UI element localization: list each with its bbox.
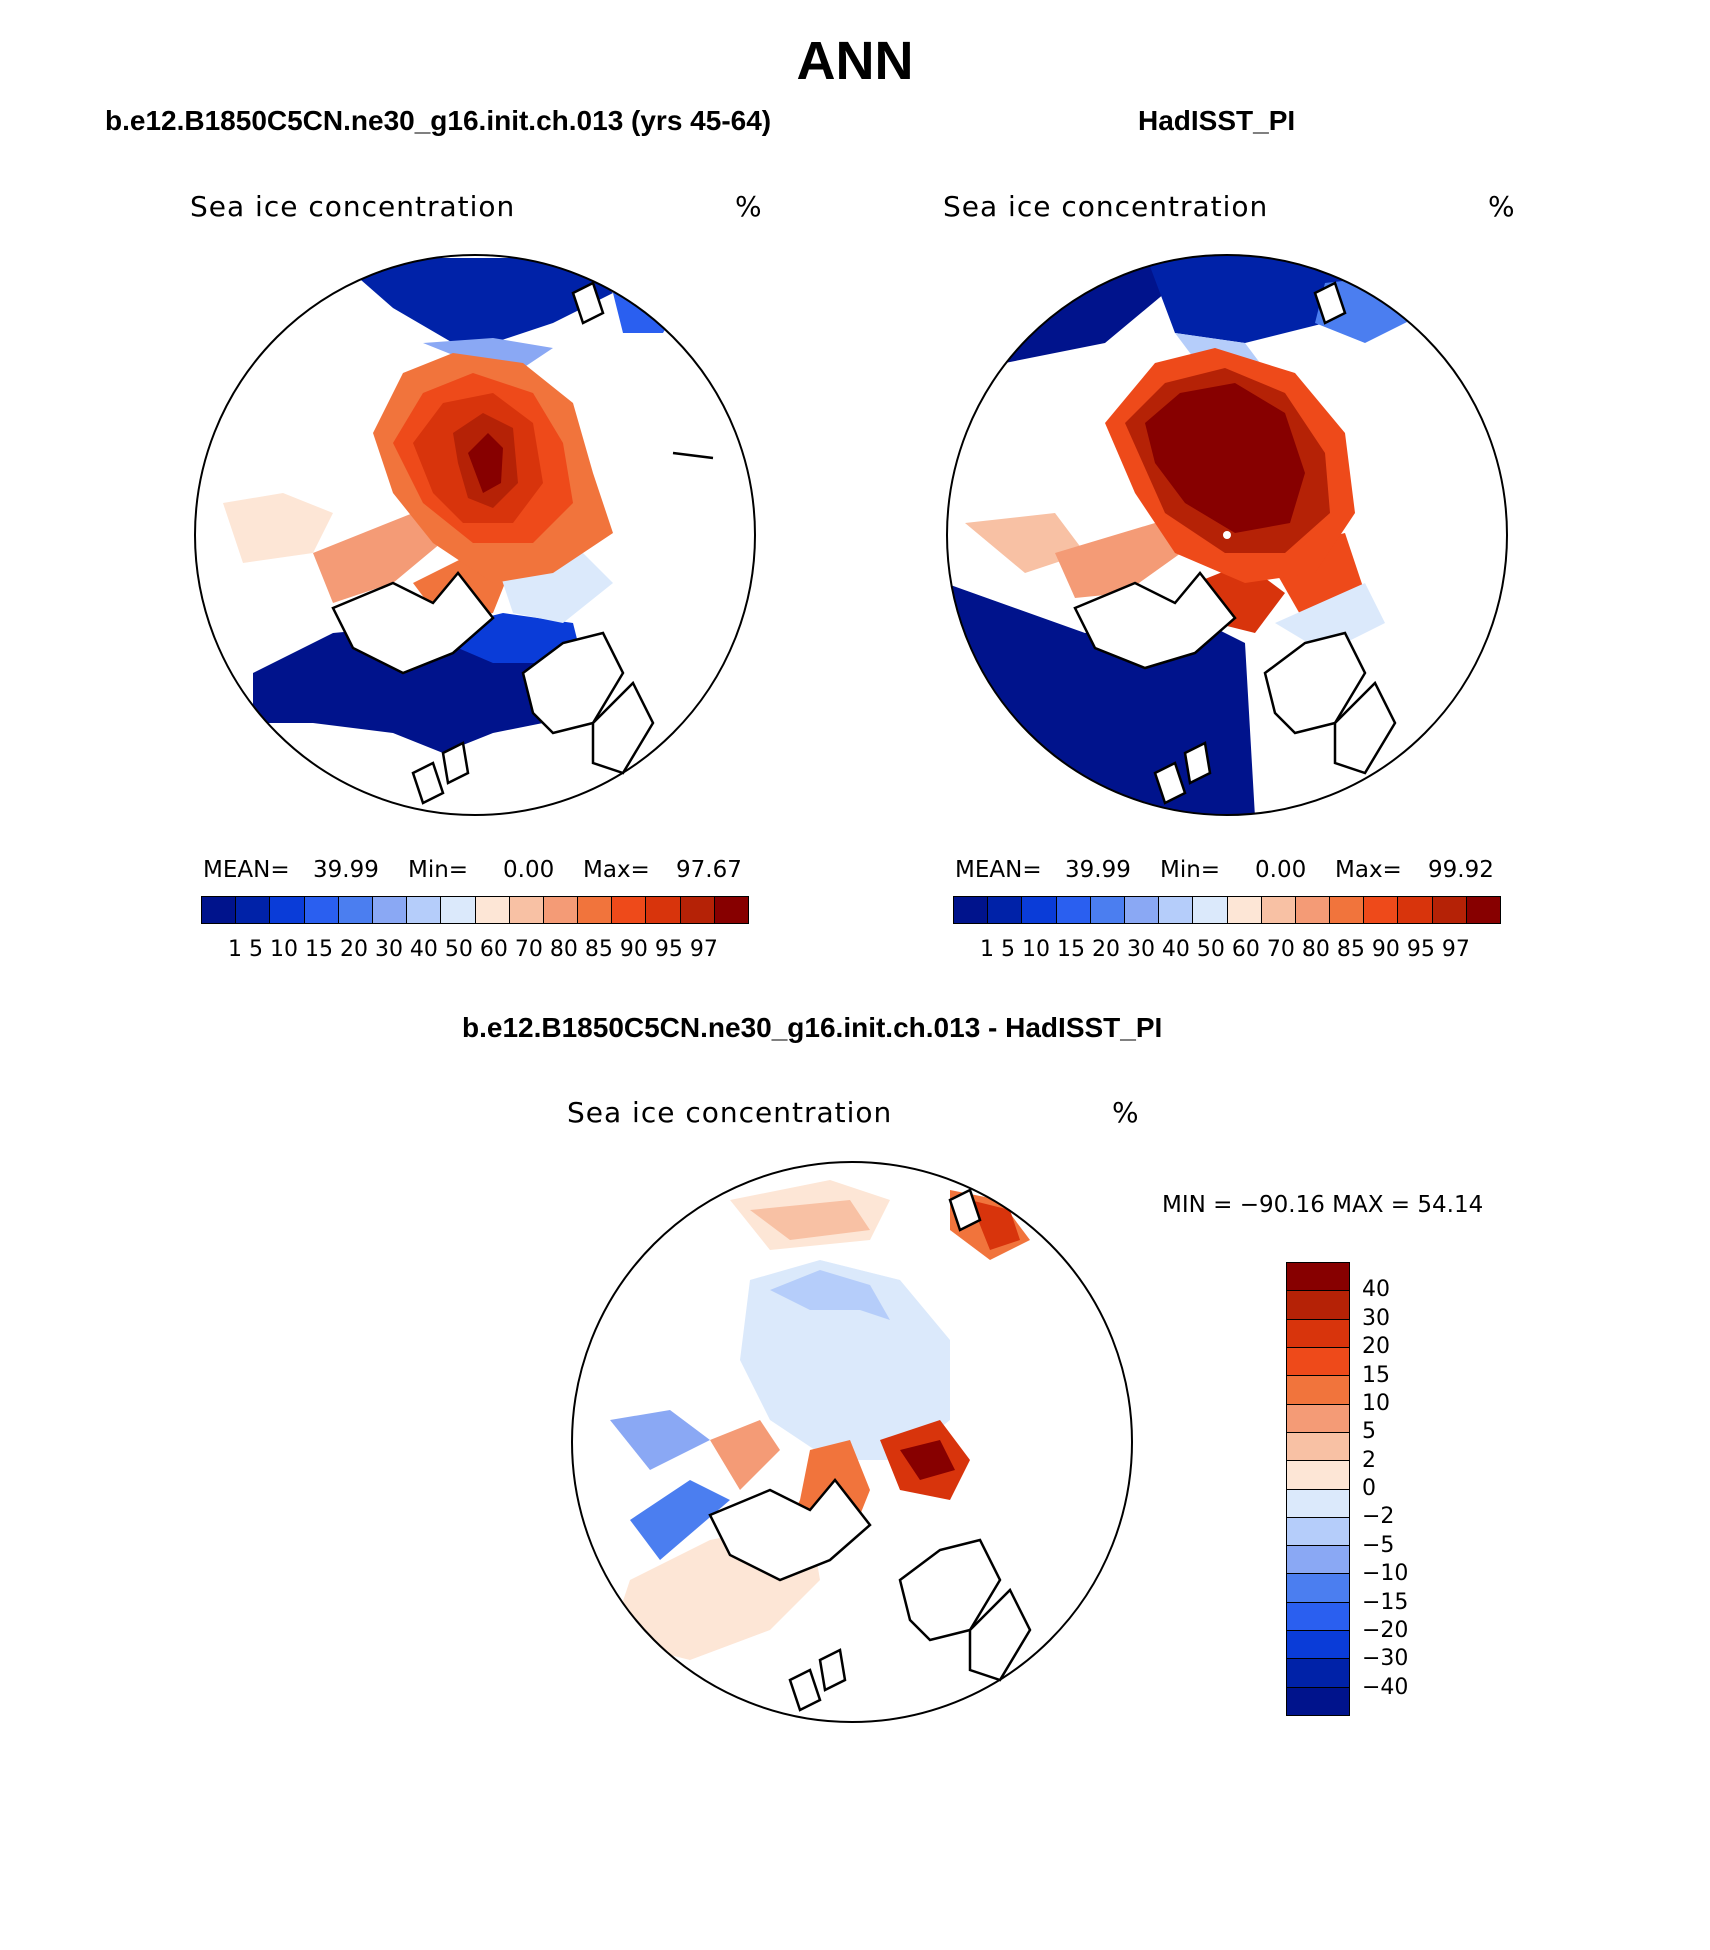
colorbar-swatch: [372, 897, 408, 923]
colorbar-swatch: [714, 897, 748, 923]
colorbar-swatch: [1432, 897, 1467, 923]
panel1-units-label: %: [735, 190, 762, 223]
panel1-colorbar-labels: 1 5 10 15 20 30 40 50 60 70 80 85 90 95 …: [228, 937, 718, 962]
colorbar-swatch: [680, 897, 715, 923]
colorbar-swatch: [1330, 897, 1365, 923]
panel2-max-label: Max=: [1335, 857, 1402, 883]
colorbar-tick-label: −2: [1362, 1504, 1395, 1530]
colorbar-tick-label: −40: [1362, 1674, 1409, 1700]
colorbar-swatch: [202, 897, 237, 923]
colorbar-swatch: [1287, 1432, 1349, 1462]
panel3-variable-label: Sea ice concentration: [567, 1096, 893, 1129]
colorbar-swatch: [1159, 897, 1194, 923]
panel2-title: HadISST_PI: [1138, 105, 1296, 136]
colorbar-swatch: [236, 897, 271, 923]
colorbar-swatch: [1090, 897, 1125, 923]
colorbar-swatch: [1295, 897, 1331, 923]
figure-title: ANN: [796, 31, 914, 91]
panel2-variable-label: Sea ice concentration: [943, 190, 1269, 223]
panel2-map: [946, 254, 1508, 816]
panel2-colorbar-labels: 1 5 10 15 20 30 40 50 60 70 80 85 90 95 …: [980, 937, 1470, 962]
colorbar-tick-label: 30: [1362, 1305, 1390, 1331]
colorbar-swatch: [509, 897, 544, 923]
colorbar-tick-label: 20: [1362, 1334, 1390, 1360]
colorbar-swatch: [1398, 897, 1433, 923]
panel1-variable-label: Sea ice concentration: [190, 190, 516, 223]
panel2-mean-label: MEAN=: [955, 857, 1042, 883]
panel1-colorbar: [201, 896, 749, 924]
colorbar-tick-label: −15: [1362, 1589, 1409, 1615]
colorbar-swatch: [988, 897, 1023, 923]
panel3-units-label: %: [1112, 1096, 1139, 1129]
colorbar-swatch: [1287, 1574, 1349, 1603]
panel2-mean-value: 39.99: [1065, 857, 1131, 883]
colorbar-swatch: [1466, 897, 1500, 923]
colorbar-swatch: [338, 897, 373, 923]
colorbar-swatch: [1287, 1461, 1349, 1490]
colorbar-swatch: [1124, 897, 1160, 923]
panel3-colorbar: [1286, 1262, 1350, 1716]
colorbar-swatch: [612, 897, 647, 923]
colorbar-swatch: [441, 897, 476, 923]
panel1-map: [194, 254, 756, 816]
colorbar-tick-label: −10: [1362, 1561, 1409, 1587]
panel1-title: b.e12.B1850C5CN.ne30_g16.init.ch.013 (yr…: [105, 105, 772, 136]
colorbar-swatch: [1287, 1602, 1349, 1632]
colorbar-swatch: [1287, 1489, 1349, 1518]
colorbar-swatch: [1287, 1659, 1349, 1688]
colorbar-tick-label: 15: [1362, 1362, 1390, 1388]
panel3-range-text: MIN = −90.16 MAX = 54.14: [1162, 1192, 1484, 1218]
colorbar-tick-label: −20: [1362, 1617, 1409, 1643]
colorbar-tick-label: 40: [1362, 1277, 1390, 1303]
colorbar-swatch: [270, 897, 305, 923]
panel1-mean-value: 39.99: [313, 857, 379, 883]
panel1-min-label: Min=: [408, 857, 469, 883]
colorbar-tick-label: 2: [1362, 1447, 1376, 1473]
colorbar-swatch: [1287, 1347, 1349, 1377]
colorbar-swatch: [1056, 897, 1091, 923]
panel2-max-value: 99.92: [1428, 857, 1494, 883]
colorbar-swatch: [1287, 1687, 1349, 1715]
colorbar-swatch: [646, 897, 681, 923]
colorbar-swatch: [407, 897, 442, 923]
colorbar-swatch: [1287, 1631, 1349, 1660]
colorbar-tick-label: −5: [1362, 1532, 1395, 1558]
panel2-min-label: Min=: [1160, 857, 1221, 883]
panel3-map: [571, 1161, 1133, 1723]
colorbar-swatch: [1287, 1404, 1349, 1433]
colorbar-tick-label: −30: [1362, 1646, 1409, 1672]
panel2-colorbar: [953, 896, 1501, 924]
panel2-min-value: 0.00: [1255, 857, 1307, 883]
colorbar-swatch: [475, 897, 510, 923]
colorbar-swatch: [1261, 897, 1296, 923]
colorbar-swatch: [1287, 1263, 1349, 1292]
panel1-min-value: 0.00: [503, 857, 555, 883]
colorbar-swatch: [1364, 897, 1399, 923]
colorbar-tick-label: 0: [1362, 1476, 1376, 1501]
colorbar-swatch: [1287, 1546, 1349, 1575]
colorbar-swatch: [304, 897, 339, 923]
colorbar-swatch: [578, 897, 613, 923]
colorbar-swatch: [1287, 1517, 1349, 1547]
colorbar-swatch: [1227, 897, 1262, 923]
panel1-max-label: Max=: [583, 857, 650, 883]
colorbar-swatch: [1287, 1376, 1349, 1405]
panel3-title: b.e12.B1850C5CN.ne30_g16.init.ch.013 - H…: [462, 1012, 1163, 1043]
colorbar-swatch: [1193, 897, 1228, 923]
colorbar-swatch: [543, 897, 579, 923]
panel2-units-label: %: [1488, 190, 1515, 223]
panel1-max-value: 97.67: [676, 857, 742, 883]
colorbar-tick-label: 5: [1362, 1419, 1376, 1445]
colorbar-swatch: [1287, 1291, 1349, 1320]
colorbar-swatch: [1287, 1319, 1349, 1348]
colorbar-swatch: [954, 897, 989, 923]
panel1-mean-label: MEAN=: [203, 857, 290, 883]
colorbar-swatch: [1022, 897, 1057, 923]
colorbar-tick-label: 10: [1362, 1390, 1390, 1416]
